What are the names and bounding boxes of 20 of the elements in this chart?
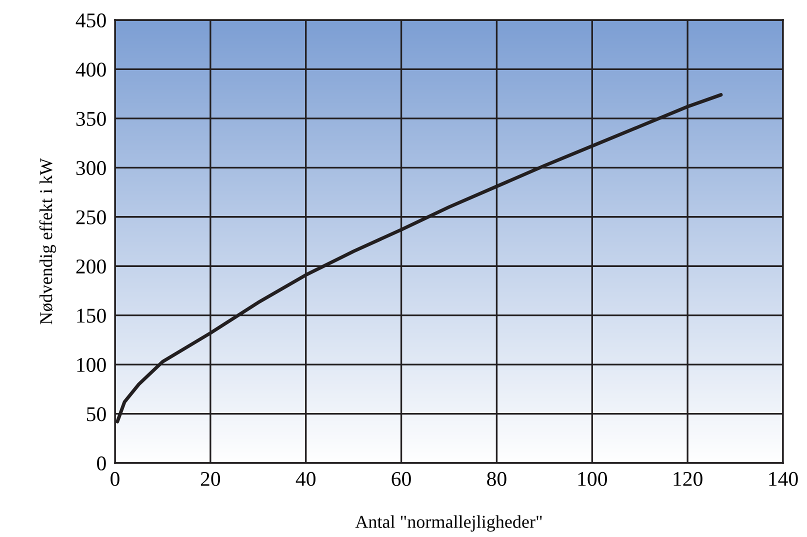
y-tick-label: 150 — [77, 308, 106, 323]
x-tick-label: 20 — [200, 472, 220, 486]
y-axis-title: Nødvendig effekt i kW — [39, 158, 56, 324]
x-tick-label: 100 — [578, 472, 607, 486]
x-tick-label: 120 — [674, 472, 702, 486]
y-tick-label: 450 — [76, 13, 106, 28]
y-tick-label: 300 — [76, 161, 106, 176]
x-tick-label: 40 — [296, 472, 316, 486]
y-tick-label: 100 — [77, 358, 106, 372]
x-tick-label: 60 — [392, 472, 411, 486]
y-tick-label: 50 — [87, 407, 106, 422]
y-tick-label: 200 — [76, 259, 106, 274]
y-tick-label: 350 — [76, 112, 106, 126]
x-axis-title: Antal "normallejligheder" — [355, 515, 542, 532]
y-tick-label: 0 — [97, 456, 106, 470]
y-tick-label: 400 — [76, 62, 106, 77]
x-tick-label: 140 — [769, 472, 798, 486]
x-tick-label: 80 — [487, 472, 506, 486]
x-tick-label: 0 — [110, 472, 120, 486]
y-tick-label: 250 — [76, 210, 106, 224]
